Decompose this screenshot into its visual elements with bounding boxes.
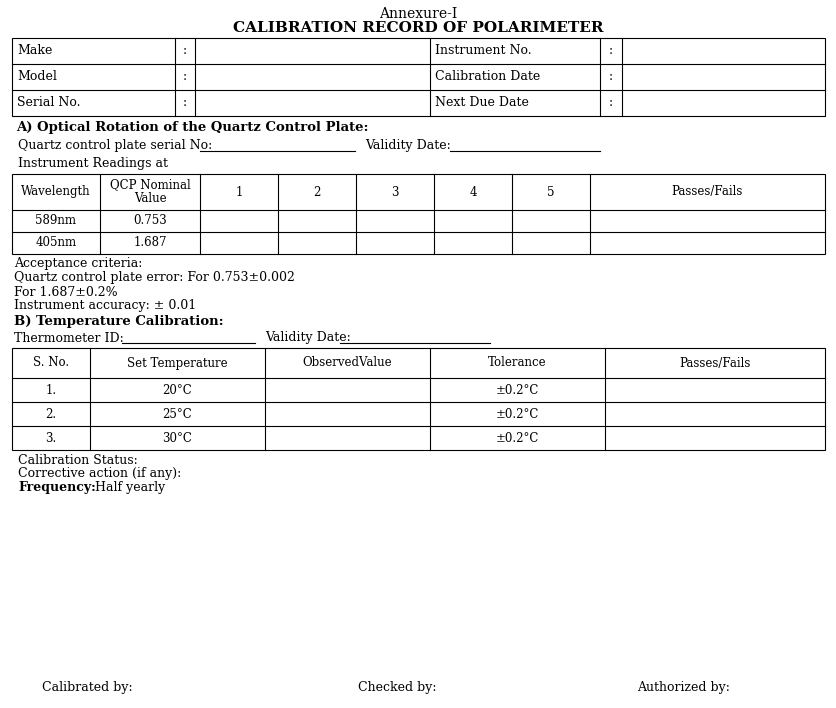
Text: Calibrated by:: Calibrated by: (42, 682, 132, 695)
Text: 25°C: 25°C (162, 408, 192, 421)
Text: :: : (183, 71, 186, 84)
Bar (12, 348, 824, 450)
Text: Checked by:: Checked by: (358, 682, 436, 695)
Text: ±0.2°C: ±0.2°C (495, 431, 538, 445)
Text: Tolerance: Tolerance (487, 357, 546, 370)
Text: Authorized by:: Authorized by: (636, 682, 729, 695)
Text: 20°C: 20°C (162, 384, 192, 396)
Text: Quartz control plate serial No:: Quartz control plate serial No: (18, 139, 212, 152)
Text: ±0.2°C: ±0.2°C (495, 384, 538, 396)
Text: B) Temperature Calibration:: B) Temperature Calibration: (14, 316, 223, 329)
Text: 2: 2 (313, 185, 320, 198)
Text: S. No.: S. No. (33, 357, 69, 370)
Text: 0.753: 0.753 (133, 215, 166, 227)
Text: Calibration Date: Calibration Date (435, 71, 539, 84)
Text: :: : (183, 96, 186, 110)
Text: For 1.687±0.2%: For 1.687±0.2% (14, 285, 118, 299)
Text: 4: 4 (469, 185, 477, 198)
Text: 405nm: 405nm (35, 236, 76, 249)
Text: ±0.2°C: ±0.2°C (495, 408, 538, 421)
Text: Validity Date:: Validity Date: (364, 139, 451, 152)
Text: Instrument accuracy: ± 0.01: Instrument accuracy: ± 0.01 (14, 299, 196, 312)
Bar (12, 38, 824, 116)
Text: 1.: 1. (45, 384, 57, 396)
Bar (12, 174, 824, 254)
Text: 3: 3 (390, 185, 398, 198)
Text: Set Temperature: Set Temperature (127, 357, 227, 370)
Text: ObservedValue: ObservedValue (303, 357, 392, 370)
Text: A) Optical Rotation of the Quartz Control Plate:: A) Optical Rotation of the Quartz Contro… (16, 122, 368, 135)
Text: :: : (609, 96, 612, 110)
Text: 589nm: 589nm (35, 215, 76, 227)
Text: Passes/Fails: Passes/Fails (671, 185, 742, 198)
Text: Frequency:: Frequency: (18, 481, 95, 494)
Text: 30°C: 30°C (162, 431, 192, 445)
Text: Make: Make (17, 45, 53, 57)
Text: :: : (609, 45, 612, 57)
Text: :: : (183, 45, 186, 57)
Text: Quartz control plate error: For 0.753±0.002: Quartz control plate error: For 0.753±0.… (14, 271, 294, 285)
Text: QCP Nominal: QCP Nominal (110, 178, 190, 191)
Text: Passes/Fails: Passes/Fails (679, 357, 750, 370)
Text: 1: 1 (235, 185, 242, 198)
Text: 3.: 3. (45, 431, 57, 445)
Text: Instrument Readings at: Instrument Readings at (18, 157, 168, 171)
Text: Wavelength: Wavelength (21, 185, 90, 198)
Text: CALIBRATION RECORD OF POLARIMETER: CALIBRATION RECORD OF POLARIMETER (233, 21, 603, 35)
Text: 2.: 2. (45, 408, 57, 421)
Text: Calibration Status:: Calibration Status: (18, 454, 138, 467)
Text: Value: Value (134, 193, 166, 205)
Text: Half yearly: Half yearly (91, 481, 165, 494)
Text: Validity Date:: Validity Date: (265, 331, 350, 345)
Text: Corrective action (if any):: Corrective action (if any): (18, 467, 181, 481)
Text: 5: 5 (547, 185, 554, 198)
Text: Next Due Date: Next Due Date (435, 96, 528, 110)
Text: Serial No.: Serial No. (17, 96, 80, 110)
Text: Model: Model (17, 71, 57, 84)
Text: 1.687: 1.687 (133, 236, 166, 249)
Text: Thermometer ID:: Thermometer ID: (14, 331, 124, 345)
Text: Acceptance criteria:: Acceptance criteria: (14, 258, 142, 270)
Text: Annexure-I: Annexure-I (379, 7, 457, 21)
Text: Instrument No.: Instrument No. (435, 45, 531, 57)
Text: :: : (609, 71, 612, 84)
